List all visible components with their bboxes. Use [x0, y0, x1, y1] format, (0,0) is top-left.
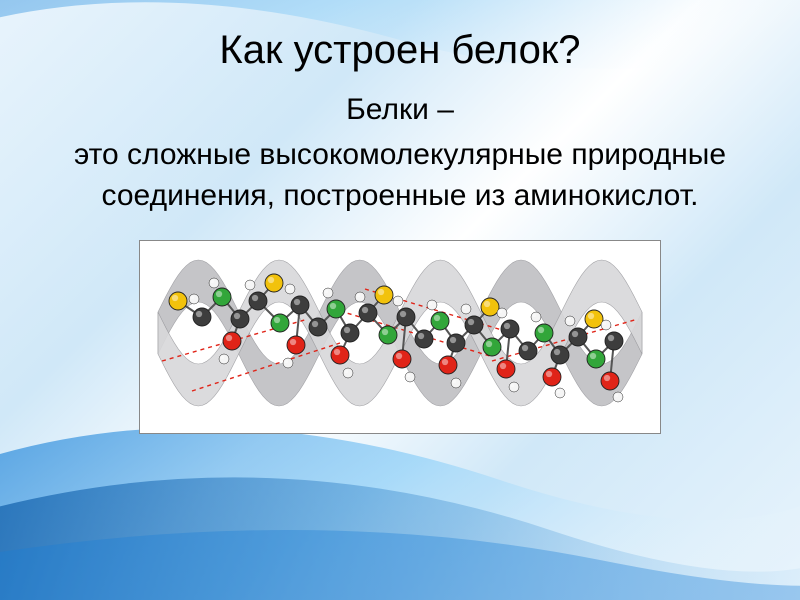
slide-title: Как устроен белок? [0, 28, 800, 73]
molecule-helix-svg [140, 241, 660, 433]
slide-content: Как устроен белок? Белки – это сложные в… [0, 0, 800, 439]
molecule-diagram-box [139, 240, 661, 434]
slide-subtitle-1: Белки – [0, 93, 800, 127]
slide-subtitle-2: это сложные высокомолекулярные природные… [50, 135, 750, 216]
